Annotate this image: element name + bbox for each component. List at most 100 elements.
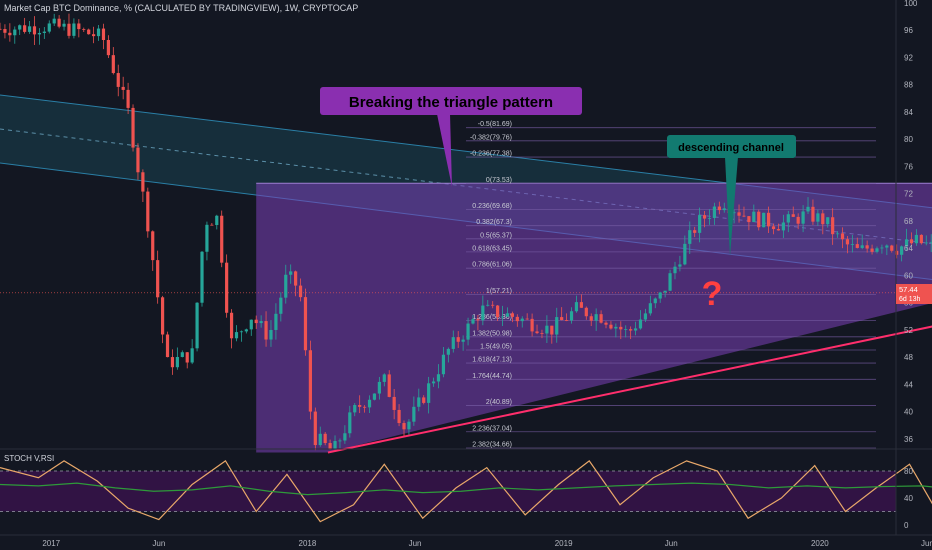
candle-body <box>688 230 692 244</box>
fib-label: 2.236(37.04) <box>472 425 512 432</box>
candle-body <box>32 26 37 35</box>
candle-body <box>294 271 298 286</box>
triangle-callout-pointer <box>437 114 452 187</box>
candle-body <box>619 326 623 330</box>
candle-body <box>840 233 845 240</box>
candle-body <box>653 298 657 304</box>
stoch-series-D <box>0 482 932 496</box>
candle-body <box>569 311 574 321</box>
fib-label: -0.5(81.69) <box>478 121 512 128</box>
candle-body <box>8 32 12 36</box>
candle-body <box>72 23 76 36</box>
candle-body <box>249 319 253 330</box>
candle-body <box>412 406 416 422</box>
candle-body <box>190 348 194 363</box>
candle-body <box>92 34 96 37</box>
candle-body <box>500 316 505 318</box>
candle-body <box>520 318 524 322</box>
candle-body <box>732 212 736 214</box>
price-y-tick: 48 <box>904 353 913 362</box>
candle-body <box>136 147 140 173</box>
fib-label: 0(73.53) <box>486 177 512 184</box>
candle-body <box>27 26 32 32</box>
channel-callout-pointer <box>725 157 738 256</box>
candle-body <box>860 245 864 248</box>
fib-label: 0.382(67.3) <box>476 219 512 226</box>
candle-body <box>924 242 928 244</box>
candle-body <box>643 313 648 320</box>
candle-body <box>328 443 332 450</box>
candle-body <box>806 206 810 212</box>
candle-body <box>870 248 874 252</box>
candle-body <box>702 215 707 219</box>
fib-label: 2(40.89) <box>486 399 512 406</box>
candle-body <box>205 224 209 252</box>
candle-body <box>771 226 776 230</box>
candle-body <box>491 304 495 306</box>
candle-body <box>461 339 465 342</box>
candle-body <box>890 245 894 251</box>
candle-body <box>816 213 820 222</box>
time-axis: 2017Jun2018Jun2019Jun2020Jun2021Jun2022J… <box>0 534 932 548</box>
candle-body <box>855 244 859 248</box>
candle-body <box>648 303 652 314</box>
candle-body <box>13 29 17 36</box>
drawings <box>327 325 932 454</box>
fib-label: 1.618(47.13) <box>472 357 512 364</box>
candle-body <box>47 23 51 32</box>
candle-body <box>486 304 490 306</box>
channel-callout-box <box>667 135 796 158</box>
candle-body <box>505 313 510 317</box>
candle-body <box>210 224 214 226</box>
candle-body <box>67 23 71 36</box>
candle-body <box>372 393 377 400</box>
candle-body <box>909 239 914 244</box>
candle-body <box>397 409 401 424</box>
candle-body <box>781 222 785 231</box>
candle-body <box>707 217 712 219</box>
candle-body <box>584 307 588 317</box>
fib-label: 1.5(49.05) <box>480 343 512 350</box>
candle-body <box>530 318 534 332</box>
candle-body <box>215 215 219 226</box>
candle-body <box>900 246 904 255</box>
candle-body <box>323 433 327 444</box>
price-y-tick: 68 <box>904 217 913 226</box>
candle-body <box>229 312 234 339</box>
stoch-y-tick: 40 <box>904 494 913 503</box>
fib-label: 0.786(61.06) <box>472 262 512 269</box>
candle-body <box>87 29 91 35</box>
candle-body <box>673 266 677 274</box>
candle-body <box>422 397 426 403</box>
triangle-callout: Breaking the triangle pattern <box>320 87 582 187</box>
candle-body <box>348 412 352 434</box>
candle-body <box>624 329 628 330</box>
candle-body <box>101 28 106 41</box>
candle-body <box>254 319 258 324</box>
time-x-tick: 2019 <box>555 539 573 548</box>
price-axis: 36404448525660646872768084889296100 <box>895 0 918 535</box>
candle-body <box>3 29 7 33</box>
price-tag-value: 57.44 <box>899 285 918 294</box>
time-x-tick: 2018 <box>299 539 317 548</box>
candle-body <box>599 314 603 323</box>
candle-body <box>496 305 500 318</box>
fib-label: 1.764(44.74) <box>472 373 512 380</box>
candle-body <box>62 23 66 27</box>
price-y-tick: 72 <box>904 190 913 199</box>
candle-body <box>126 89 130 108</box>
indicator-label: STOCH V,RSI <box>4 454 55 463</box>
fib-label: 0.618(63.45) <box>472 245 512 252</box>
price-tag-countdown: 6d 13h <box>899 296 921 303</box>
candle-body <box>121 86 125 90</box>
candle-body <box>550 325 554 335</box>
candle-body <box>821 213 825 225</box>
channel-callout: descending channel <box>667 135 796 256</box>
candle-body <box>742 215 746 217</box>
candle-body <box>698 215 702 233</box>
time-x-tick: 2020 <box>811 539 829 548</box>
price-y-tick: 44 <box>904 380 913 389</box>
candle-body <box>180 352 184 357</box>
fib-label: 2.382(34.66) <box>472 441 512 448</box>
